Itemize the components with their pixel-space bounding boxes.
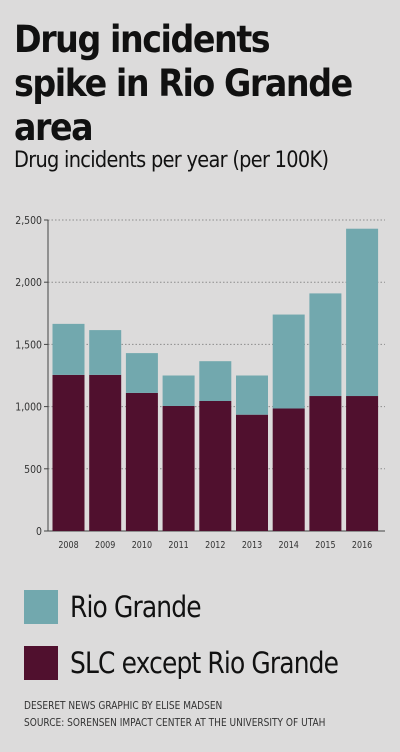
bar-segment-slc-except [52,374,85,531]
x-axis: 2008 2009 2010 2011 2012 2013 2014 2015 2016 [58,540,372,551]
legend: Rio Grande SLC except Rio Grande [24,582,382,694]
bar-segment-slc-except [346,396,379,531]
x-tick-label: 2009 [95,540,116,551]
credit-graphic: DESERET NEWS GRAPHIC BY ELISE MADSEN [24,699,223,712]
y-tick-label: 1,500 [15,340,42,352]
y-tick-label: 1,000 [15,402,42,414]
x-tick-label: 2008 [58,540,79,551]
bar-segment-slc-except [89,374,122,531]
bar-segment-slc-except [236,414,268,531]
credit-source: SOURCE: SORENSEN IMPACT CENTER AT THE UN… [24,716,326,729]
legend-label-rio-grande: Rio Grande [70,590,202,624]
chart-subtitle: Drug incidents per year (per 100K) [14,148,329,173]
x-tick-label: 2014 [279,540,300,551]
y-tick-label: 2,500 [15,215,42,227]
x-tick-label: 2011 [168,540,188,551]
bar-segment-rio-grande [346,228,379,397]
x-tick-label: 2016 [352,540,373,551]
y-tick-label: 500 [24,464,42,476]
bar-segment-rio-grande [236,375,268,415]
x-tick-label: 2012 [205,540,225,551]
bar-segment-rio-grande [89,330,122,375]
y-tick-label: 0 [36,526,42,538]
legend-item-rio-grande: Rio Grande [24,582,382,632]
bar-segment-rio-grande [52,323,85,375]
bars [52,228,379,531]
legend-swatch-slc-except [24,646,58,680]
bar-segment-rio-grande [309,293,342,397]
bar-segment-slc-except [199,401,232,531]
y-tick-label: 2,000 [15,278,42,290]
credits: DESERET NEWS GRAPHIC BY ELISE MADSEN SOU… [24,697,325,731]
bar-segment-slc-except [272,408,305,531]
legend-label-slc-except: SLC except Rio Grande [70,646,339,680]
x-tick-label: 2015 [315,540,335,551]
bar-segment-rio-grande [125,353,158,393]
x-tick-label: 2013 [242,540,263,551]
bar-segment-rio-grande [162,375,195,406]
bar-segment-slc-except [309,396,342,531]
bar-segment-rio-grande [272,314,305,409]
chart-title: Drug incidents spike in Rio Grande area [14,18,353,149]
bar-segment-slc-except [125,392,158,531]
stacked-bar-chart: 0 500 1,000 1,500 2,000 2,500 2008 2009 2010 201… [15,215,385,551]
legend-swatch-rio-grande [24,590,58,624]
bar-segment-rio-grande [199,361,232,402]
x-tick-label: 2010 [132,540,153,551]
legend-item-slc-except: SLC except Rio Grande [24,638,382,688]
bar-segment-slc-except [162,405,195,531]
